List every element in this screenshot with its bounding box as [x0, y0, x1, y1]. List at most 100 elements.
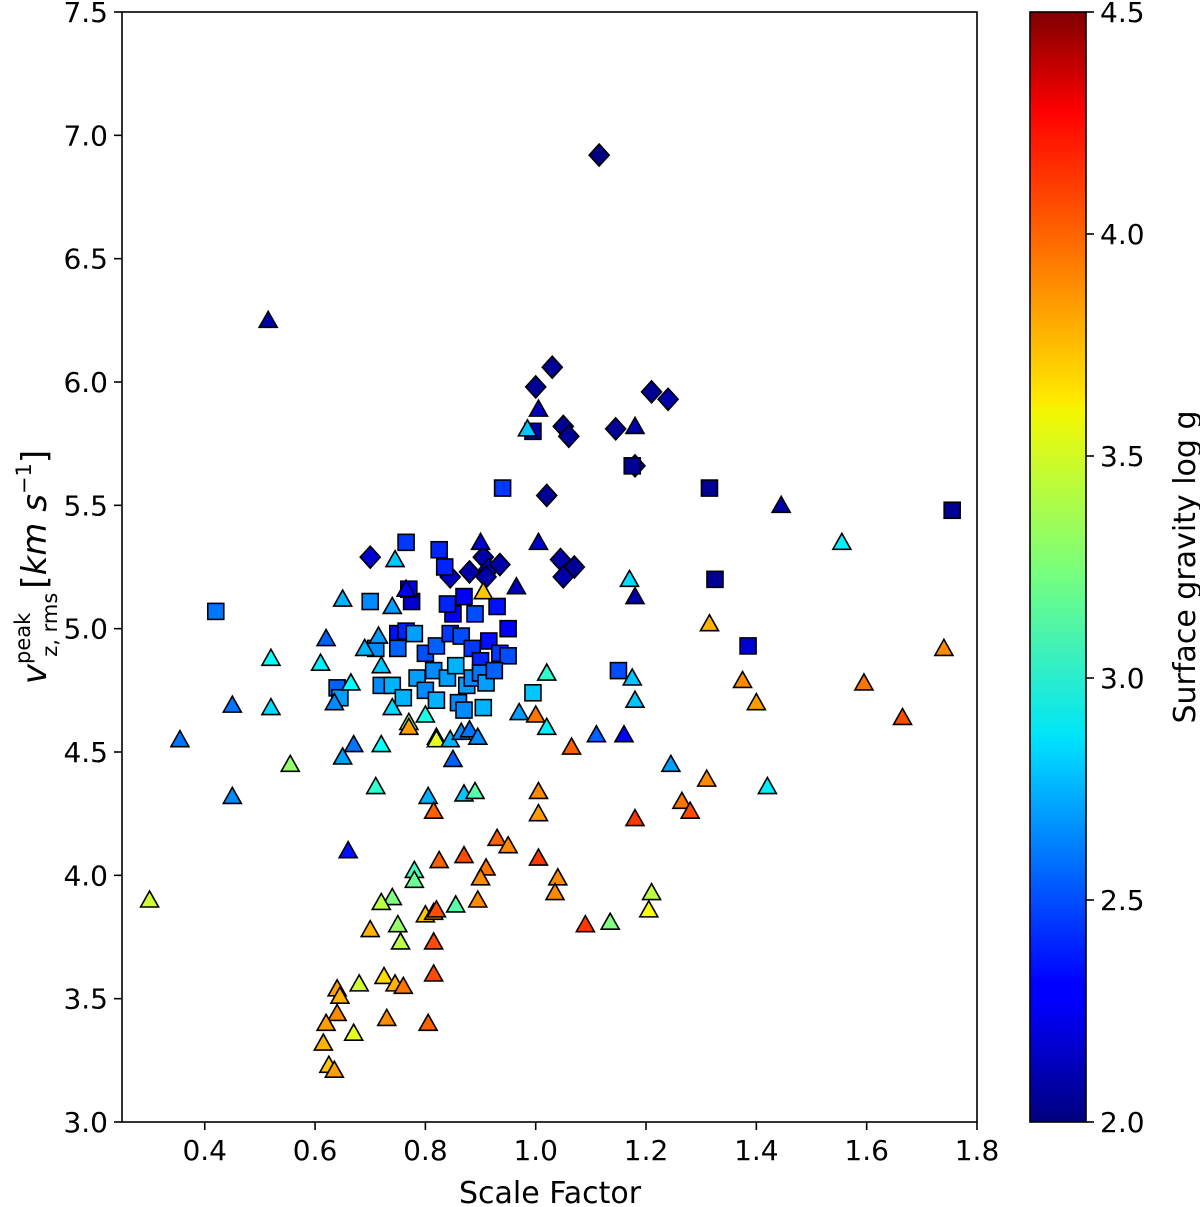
x-tick-label: 1.8	[955, 1134, 1000, 1167]
triangle-marker	[472, 581, 494, 600]
x-axis: 0.4 0.6 0.8 1.0 1.2 1.4 1.6 1.8	[182, 1122, 999, 1167]
diamond-marker	[458, 559, 481, 585]
triangle-marker	[260, 647, 282, 667]
triangle-marker	[343, 1022, 365, 1041]
diamond-marker	[524, 374, 547, 400]
square-marker	[206, 602, 225, 621]
colorbar-tick-label: 3.0	[1100, 662, 1145, 695]
square-marker	[397, 533, 415, 552]
triangle-marker	[310, 652, 331, 672]
triangle-marker	[257, 309, 279, 329]
square-marker	[700, 479, 719, 497]
square-marker	[438, 595, 457, 613]
triangle-marker	[332, 588, 354, 607]
triangle-marker	[312, 1032, 334, 1051]
triangle-marker	[497, 835, 519, 854]
triangle-marker	[221, 785, 243, 805]
triangle-marker	[528, 847, 549, 866]
triangle-marker	[671, 790, 693, 810]
triangle-marker	[324, 1059, 345, 1078]
square-marker	[394, 688, 413, 707]
triangle-marker	[348, 973, 370, 992]
triangle-marker	[395, 578, 417, 598]
triangle-marker	[329, 985, 351, 1005]
triangle-marker	[624, 807, 646, 827]
triangle-marker	[745, 692, 767, 711]
triangle-marker	[354, 637, 376, 657]
triangle-marker	[467, 726, 489, 746]
square-marker	[499, 646, 517, 665]
square-marker	[623, 457, 642, 475]
triangle-marker	[426, 729, 447, 748]
triangle-marker	[332, 746, 354, 765]
triangle-marker	[337, 840, 359, 859]
square-marker	[493, 479, 512, 497]
diamond-marker	[640, 379, 663, 405]
diamond-marker	[488, 552, 511, 577]
diamond-marker	[604, 416, 627, 442]
triangle-marker	[426, 899, 447, 918]
colorbar	[1029, 11, 1087, 1123]
triangle-marker	[359, 918, 381, 938]
triangle-marker	[365, 775, 387, 795]
triangle-marker	[517, 418, 538, 437]
square-marker	[446, 656, 465, 675]
square-marker	[485, 661, 504, 680]
diamond-marker	[552, 564, 575, 590]
data-points	[139, 142, 961, 1078]
y-tick-label: 5.0	[63, 613, 108, 646]
triangle-marker	[381, 696, 403, 716]
colorbar-tick-label: 4.5	[1100, 0, 1145, 29]
square-marker	[474, 698, 493, 717]
square-marker	[427, 637, 446, 655]
square-marker	[739, 637, 757, 655]
triangle-marker	[423, 800, 445, 820]
y-tick-label: 7.5	[63, 0, 108, 29]
y-tick-label: 5.5	[63, 489, 108, 522]
triangle-marker	[732, 669, 753, 689]
triangle-marker	[506, 576, 527, 595]
triangle-marker	[415, 704, 436, 723]
x-tick-label: 1.0	[513, 1134, 558, 1167]
square-marker	[361, 592, 380, 611]
triangle-marker	[139, 889, 160, 908]
diamond-marker	[657, 387, 680, 412]
triangle-marker	[417, 785, 439, 805]
x-tick-label: 1.2	[624, 1134, 669, 1167]
square-marker	[427, 691, 446, 710]
triangle-marker	[260, 696, 282, 716]
triangle-marker	[638, 899, 660, 918]
square-marker	[524, 683, 542, 702]
triangle-marker	[696, 768, 718, 787]
colorbar-label: Surface gravity log g	[1168, 410, 1200, 723]
triangle-marker	[315, 1012, 337, 1032]
square-marker	[706, 570, 724, 589]
triangle-marker	[508, 701, 530, 721]
triangle-marker	[467, 889, 489, 908]
triangle-marker	[445, 894, 467, 913]
y-tick-label: 7.0	[63, 119, 108, 152]
triangle-marker	[574, 914, 596, 933]
triangle-marker	[624, 585, 646, 605]
triangle-marker	[387, 914, 409, 933]
triangle-marker	[340, 672, 362, 691]
triangle-marker	[470, 531, 491, 551]
triangle-marker	[392, 975, 414, 995]
triangle-marker	[486, 827, 508, 847]
square-marker	[435, 558, 454, 576]
triangle-marker	[384, 548, 406, 568]
square-marker	[609, 661, 628, 680]
triangle-marker	[368, 625, 389, 644]
triangle-marker	[528, 398, 549, 417]
triangle-marker	[417, 1012, 439, 1032]
x-axis-label: Scale Factor	[459, 1176, 642, 1207]
diamond-marker	[588, 142, 611, 168]
triangle-marker	[381, 886, 403, 906]
triangle-marker	[599, 911, 621, 931]
triangle-marker	[373, 965, 395, 985]
x-tick-label: 0.6	[293, 1134, 338, 1167]
triangle-marker	[544, 881, 566, 901]
square-marker	[466, 605, 484, 623]
triangle-marker	[853, 672, 875, 691]
